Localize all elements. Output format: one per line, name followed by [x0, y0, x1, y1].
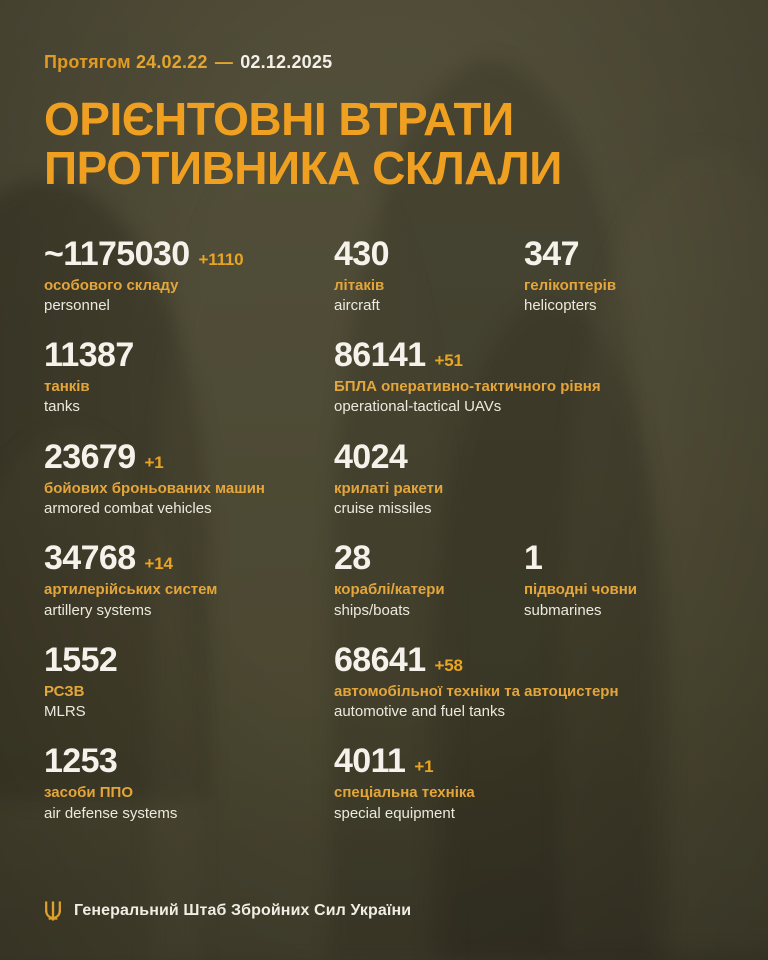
- stat-value: ~1175030: [44, 234, 190, 273]
- period-start-date: 24.02.22: [135, 52, 208, 72]
- stat-value: 1: [524, 539, 543, 578]
- stat-value: 68641: [334, 640, 426, 679]
- stat-artillery-systems: 34768 +14 артилерійських систем artiller…: [44, 539, 334, 621]
- footer-text: Генеральний Штаб Збройних Сил України: [74, 902, 412, 919]
- stat-value: 23679: [44, 437, 136, 476]
- stat-label-en: cruise missiles: [334, 499, 432, 517]
- stat-label-ua: літаків: [334, 276, 385, 294]
- stat-label-ua: кораблі/катери: [334, 581, 445, 599]
- stat-label-en: personnel: [44, 296, 110, 314]
- stat-value-line: 4011 +1: [334, 742, 664, 780]
- stat-delta: +51: [434, 351, 463, 371]
- stat-value-line: 11387: [44, 336, 324, 374]
- stat-label-en: special equipment: [334, 804, 455, 822]
- stat-value-line: 1552: [44, 641, 324, 679]
- stat-label-en: armored combat vehicles: [44, 499, 212, 517]
- stat-label-ua: особового складу: [44, 276, 179, 294]
- stat-automotive-and-fuel-tanks: 68641 +58 автомобільної техніки та автоц…: [334, 641, 674, 723]
- stat-label-en: aircraft: [334, 296, 380, 314]
- stat-label-en: helicopters: [524, 296, 597, 314]
- stat-value-line: 23679 +1: [44, 438, 324, 476]
- stat-label-en: MLRS: [44, 703, 86, 721]
- stat-ships-boats: 28 кораблі/катери ships/boats: [334, 539, 524, 621]
- stat-value: 1253: [44, 742, 118, 781]
- stat-label-ua: засоби ППО: [44, 784, 133, 802]
- stats-row: 1253 засоби ППО air defense systems 4011…: [44, 742, 724, 824]
- stat-aircraft: 430 літаків aircraft: [334, 235, 524, 317]
- stats-row: 34768 +14 артилерійських систем artiller…: [44, 539, 724, 621]
- stat-value: 1552: [44, 640, 118, 679]
- footer: Генеральний Штаб Збройних Сил України: [44, 900, 411, 922]
- stat-value-line: 430: [334, 235, 514, 273]
- stat-special-equipment: 4011 +1 спеціальна техніка special equip…: [334, 742, 674, 824]
- stat-mlrs: 1552 РСЗВ MLRS: [44, 641, 334, 723]
- stats-row: 11387 танків tanks 86141 +51 БПЛА операт…: [44, 336, 724, 418]
- stat-label-ua: танків: [44, 378, 90, 396]
- stat-value: 34768: [44, 539, 136, 578]
- stats-row: ~1175030 +1110 особового складу personne…: [44, 235, 724, 317]
- stat-value-line: 34768 +14: [44, 539, 324, 577]
- stat-label-ua: артилерійських систем: [44, 581, 218, 599]
- stat-label-en: automotive and fuel tanks: [334, 703, 505, 721]
- page-title: ОРІЄНТОВНІ ВТРАТИ ПРОТИВНИКА СКЛАЛИ: [44, 95, 724, 193]
- stat-delta: +14: [144, 554, 173, 574]
- stat-tanks: 11387 танків tanks: [44, 336, 334, 418]
- stat-delta: +58: [434, 655, 463, 675]
- stat-cruise-missiles: 4024 крилаті ракети cruise missiles: [334, 438, 674, 520]
- stat-value: 4011: [334, 742, 406, 781]
- stat-value-line: 86141 +51: [334, 336, 664, 374]
- stat-value: 347: [524, 234, 580, 273]
- stats-row: 1552 РСЗВ MLRS 68641 +58 автомобільної т…: [44, 641, 724, 723]
- stat-label-en: air defense systems: [44, 804, 178, 822]
- period-line: Протягом 24.02.22 — 02.12.2025: [44, 0, 724, 73]
- stat-value: 11387: [44, 336, 134, 375]
- stat-uavs: 86141 +51 БПЛА оперативно-тактичного рів…: [334, 336, 674, 418]
- stat-helicopters: 347 гелікоптерів helicopters: [524, 235, 714, 317]
- stat-label-ua: автомобільної техніки та автоцистерн: [334, 682, 619, 700]
- stat-delta: +1110: [198, 249, 244, 269]
- period-dash: —: [214, 52, 234, 72]
- period-prefix: Протягом: [44, 52, 131, 72]
- stat-armored-combat-vehicles: 23679 +1 бойових броньованих машин armor…: [44, 438, 334, 520]
- stat-label-ua: підводні човни: [524, 581, 638, 599]
- page-title-line-2: ПРОТИВНИКА СКЛАЛИ: [44, 141, 562, 194]
- stat-label-en: submarines: [524, 601, 602, 619]
- stat-value-line: 1253: [44, 742, 324, 780]
- stat-air-defense-systems: 1253 засоби ППО air defense systems: [44, 742, 334, 824]
- stat-delta: +1: [414, 757, 434, 777]
- stat-personnel: ~1175030 +1110 особового складу personne…: [44, 235, 334, 317]
- stat-label-ua: РСЗВ: [44, 682, 85, 700]
- stat-value-line: 347: [524, 235, 704, 273]
- stat-label-ua: БПЛА оперативно-тактичного рівня: [334, 378, 601, 396]
- stat-label-en: tanks: [44, 398, 80, 416]
- stat-label-en: artillery systems: [44, 601, 152, 619]
- poster-content: Протягом 24.02.22 — 02.12.2025 ОРІЄНТОВН…: [44, 0, 724, 824]
- stat-submarines: 1 підводні човни submarines: [524, 539, 714, 621]
- period-end-date: 02.12.2025: [240, 52, 333, 72]
- page-title-line-1: ОРІЄНТОВНІ ВТРАТИ: [44, 93, 514, 145]
- stat-value-line: 68641 +58: [334, 641, 664, 679]
- stat-value-line: 1: [524, 539, 704, 577]
- stat-label-en: ships/boats: [334, 601, 410, 619]
- stat-value: 28: [334, 539, 371, 578]
- stat-label-ua: бойових броньованих машин: [44, 479, 265, 497]
- stat-label-en: operational-tactical UAVs: [334, 398, 502, 416]
- stat-label-ua: спеціальна техніка: [334, 784, 475, 802]
- stat-label-ua: крилаті ракети: [334, 479, 444, 497]
- stat-value-line: ~1175030 +1110: [44, 235, 324, 273]
- stats-grid: ~1175030 +1110 особового складу personne…: [44, 235, 724, 824]
- stats-row: 23679 +1 бойових броньованих машин armor…: [44, 438, 724, 520]
- stat-value: 86141: [334, 336, 426, 375]
- stat-value-line: 4024: [334, 438, 664, 476]
- stat-value: 430: [334, 234, 390, 273]
- stat-value: 4024: [334, 437, 408, 476]
- stat-label-ua: гелікоптерів: [524, 276, 617, 294]
- tryzub-icon: [45, 901, 61, 921]
- stat-delta: +1: [144, 452, 164, 472]
- stat-value-line: 28: [334, 539, 514, 577]
